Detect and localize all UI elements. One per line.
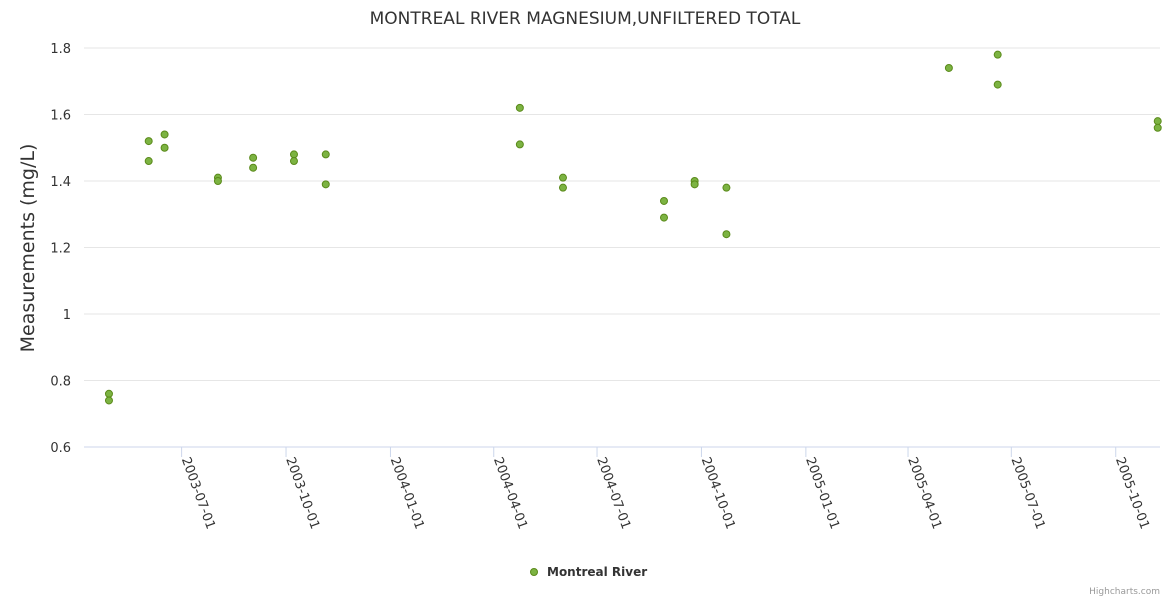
y-tick-label: 1 (63, 308, 71, 323)
data-point (515, 140, 524, 149)
data-point (104, 396, 113, 405)
data-point (690, 180, 699, 189)
y-axis-title: Measurements (mg/L) (17, 144, 39, 353)
data-point (160, 143, 169, 152)
legend-label: Montreal River (547, 565, 647, 579)
x-tick-label: 2004-01-01 (387, 455, 427, 531)
credits-link[interactable]: Highcharts.com (1089, 587, 1160, 597)
x-tick-label: 2004-07-01 (593, 455, 633, 531)
y-tick-label: 0.8 (50, 375, 71, 390)
data-point (321, 180, 330, 189)
data-point (722, 183, 731, 192)
data-point (993, 50, 1002, 59)
data-point (249, 153, 258, 162)
data-point (144, 137, 153, 146)
x-tick-label: 2005-10-01 (1112, 455, 1152, 531)
y-axis: 0.6 0.8 1 1.2 1.4 1.6 1.8 (50, 42, 71, 456)
data-point (558, 183, 567, 192)
data-point (249, 163, 258, 172)
y-tick-label: 1.8 (50, 42, 71, 57)
y-tick-label: 1.2 (50, 242, 71, 257)
x-tick-label: 2005-07-01 (1008, 455, 1048, 531)
data-point (722, 230, 731, 239)
x-tick-label: 2005-04-01 (904, 455, 944, 531)
data-point (558, 173, 567, 182)
grid-lines (84, 47, 1160, 448)
y-tick-label: 1.6 (50, 109, 71, 124)
data-point (993, 80, 1002, 89)
data-point (160, 130, 169, 139)
y-tick-label: 1.4 (50, 175, 71, 190)
chart-title: MONTREAL RIVER MAGNESIUM,UNFILTERED TOTA… (370, 9, 801, 29)
x-tick-label: 2003-07-01 (178, 455, 218, 531)
legend-marker (530, 568, 538, 576)
data-points (104, 50, 1162, 405)
x-tick-label: 2003-10-01 (282, 455, 322, 531)
y-tick-label: 0.6 (50, 441, 71, 456)
data-point (659, 213, 668, 222)
data-point (144, 157, 153, 166)
data-point (104, 389, 113, 398)
legend-item-montreal-river[interactable]: Montreal River (530, 565, 648, 579)
data-point (289, 150, 298, 159)
x-axis: 2003-07-01 2003-10-01 2004-01-01 2004-04-01… (178, 447, 1152, 531)
data-point (659, 196, 668, 205)
data-point (321, 150, 330, 159)
data-point (515, 103, 524, 112)
data-point (213, 177, 222, 185)
data-point (1153, 117, 1162, 126)
data-point (289, 157, 298, 166)
data-point (1153, 123, 1162, 132)
x-tick-label: 2005-01-01 (802, 455, 842, 531)
x-tick-label: 2004-04-01 (490, 455, 530, 531)
data-point (944, 63, 953, 72)
x-tick-label: 2004-10-01 (698, 455, 738, 531)
